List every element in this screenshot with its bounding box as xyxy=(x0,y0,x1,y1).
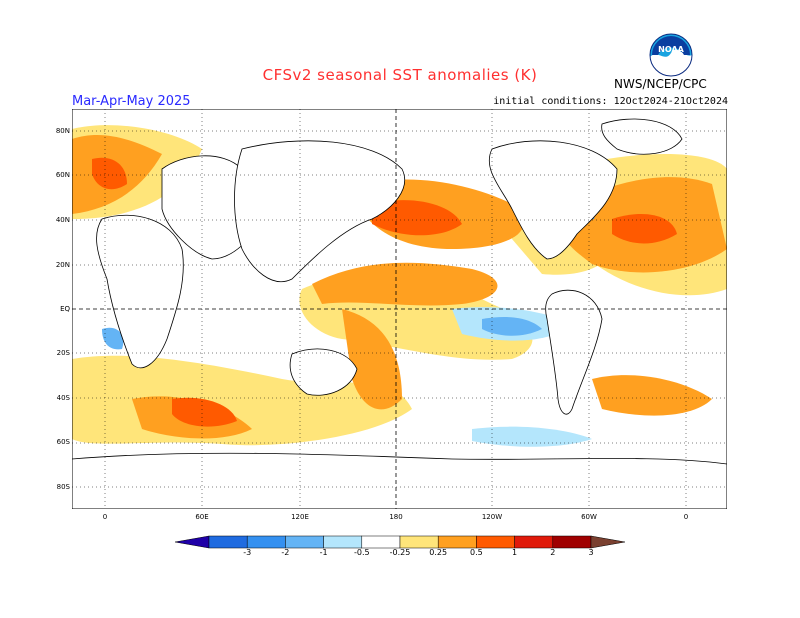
colorbar-max-triangle xyxy=(590,535,626,549)
colorbar-segment xyxy=(399,535,439,549)
season-label: Mar-Apr-May 2025 xyxy=(72,94,191,109)
lon-label-120e: 120E xyxy=(291,513,309,521)
colorbar-segment xyxy=(476,535,515,549)
africa xyxy=(96,214,184,369)
lon-label-60w: 60W xyxy=(581,513,597,521)
lon-label-0-east: 0 xyxy=(683,513,689,521)
colorbar-tick-label: 0.25 xyxy=(429,548,448,557)
map-title: CFSv2 seasonal SST anomalies (K) xyxy=(262,66,538,84)
colorbar-tick-label: 1 xyxy=(512,548,518,557)
sst-anomaly-map xyxy=(72,109,727,509)
lat-label-80n: 80N xyxy=(55,127,70,135)
south-america xyxy=(545,289,603,415)
lat-label-20n: 20N xyxy=(55,261,70,269)
initial-conditions-label: initial conditions: 12Oct2024-21Oct2024 xyxy=(493,96,728,107)
greenland xyxy=(601,118,683,155)
colorbar-tick-label: 3 xyxy=(588,548,594,557)
lon-label-180: 180 xyxy=(389,513,403,521)
antarctica xyxy=(72,452,727,509)
colorbar-tick-label: 0.5 xyxy=(470,548,483,557)
colorbar-tick-label: -0.5 xyxy=(353,548,370,557)
colorbar-segment xyxy=(285,535,324,549)
agency-label: NWS/NCEP/CPC xyxy=(614,77,707,91)
lat-label-40n: 40N xyxy=(55,216,70,224)
logo-text: NOAA xyxy=(658,45,684,54)
colorbar-tick-label: -0.25 xyxy=(389,548,411,557)
colorbar xyxy=(174,534,626,549)
map-canvas xyxy=(72,109,727,509)
colorbar-tick-label: -1 xyxy=(319,548,328,557)
asia xyxy=(234,140,405,282)
lat-label-80s: 80S xyxy=(56,483,70,491)
lat-label-60s: 60S xyxy=(56,438,70,446)
reference-lines xyxy=(72,109,727,509)
colorbar-segment xyxy=(246,535,286,549)
lon-label-60e: 60E xyxy=(195,513,209,521)
lat-label-eq: EQ xyxy=(60,305,70,313)
colorbar-graphic xyxy=(174,535,626,549)
colorbar-tick-label: -3 xyxy=(243,548,252,557)
lat-label-20s: 20S xyxy=(56,349,70,357)
colorbar-segment xyxy=(552,535,592,549)
colorbar-segment xyxy=(514,535,554,549)
colorbar-tick-label: -2 xyxy=(281,548,290,557)
continents xyxy=(72,118,727,509)
lon-label-0: 0 xyxy=(102,513,108,521)
lon-label-120w: 120W xyxy=(481,513,503,521)
colorbar-segment xyxy=(361,535,401,549)
colorbar-segment xyxy=(437,535,477,549)
colorbar-segment xyxy=(323,535,363,549)
north-america xyxy=(488,140,618,260)
lat-label-60n: 60N xyxy=(55,171,70,179)
noaa-logo: NOAA xyxy=(649,33,693,78)
australia xyxy=(289,348,358,396)
lat-label-40s: 40S xyxy=(56,394,70,402)
colorbar-tick-label: 2 xyxy=(550,548,556,557)
colorbar-min-triangle xyxy=(174,535,210,549)
colorbar-segment xyxy=(208,535,248,549)
